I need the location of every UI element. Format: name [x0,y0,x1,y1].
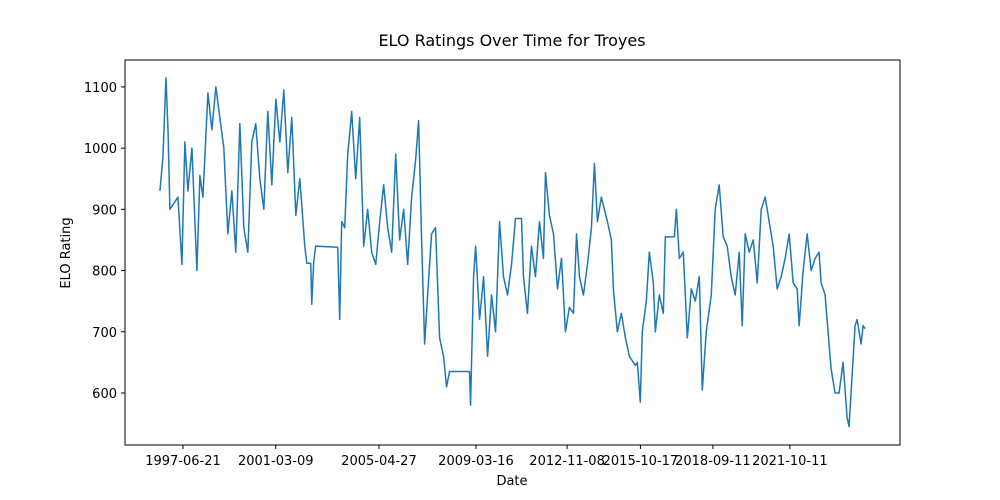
x-tick-label: 2005-04-27 [341,454,417,469]
y-tick-label: 700 [92,326,117,341]
y-tick-label: 900 [92,203,117,218]
x-tick-label: 2015-10-17 [603,454,679,469]
x-tick-label: 2001-03-09 [238,454,314,469]
y-tick-label: 1000 [84,142,117,157]
y-axis-label: ELO Rating [59,217,74,288]
x-tick-label: 2012-11-08 [529,454,605,469]
y-tick-label: 600 [92,387,117,402]
y-tick-label: 1100 [84,81,117,96]
plot-frame [124,59,901,446]
x-tick-label: 2009-03-16 [438,454,514,469]
x-tick-label: 2021-10-11 [752,454,828,469]
y-tick-label: 800 [92,265,117,280]
x-tick-label: 2018-09-11 [675,454,751,469]
chart-title: ELO Ratings Over Time for Troyes [378,31,645,50]
line [159,77,866,428]
x-axis-label: Date [496,474,527,489]
x-tick-label: 1997-06-21 [145,454,221,469]
